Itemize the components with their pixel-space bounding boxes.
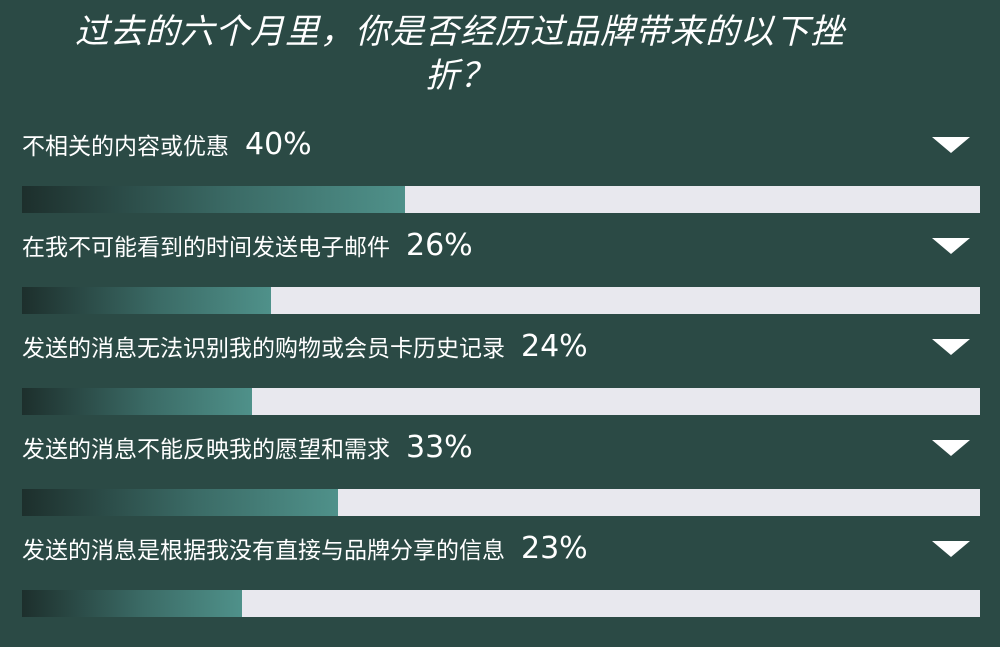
bar-list: 不相关的内容或优惠 40% 在我不可能看到的时间发送电子邮件 26% 发送的消息…	[0, 117, 1000, 622]
bar-value-label: 23%	[521, 531, 588, 566]
bar-track	[22, 186, 980, 213]
bar-row: 在我不可能看到的时间发送电子邮件 26%	[0, 218, 1000, 319]
bar-header: 发送的消息无法识别我的购物或会员卡历史记录 24%	[22, 329, 588, 369]
bar-label: 不相关的内容或优惠	[22, 134, 229, 160]
bar-fill	[22, 388, 252, 415]
bar-row: 发送的消息不能反映我的愿望和需求 33%	[0, 420, 1000, 521]
triangle-down-icon[interactable]	[932, 541, 970, 557]
bar-fill	[22, 590, 243, 617]
bar-header: 不相关的内容或优惠 40%	[22, 127, 312, 167]
bar-header: 发送的消息是根据我没有直接与品牌分享的信息 23%	[22, 531, 588, 571]
bar-fill	[22, 287, 272, 314]
bar-track	[22, 388, 980, 415]
triangle-down-icon[interactable]	[932, 339, 970, 355]
bar-row: 发送的消息是根据我没有直接与品牌分享的信息 23%	[0, 521, 1000, 622]
bar-track	[22, 489, 980, 516]
triangle-down-icon[interactable]	[932, 137, 970, 153]
bar-track	[22, 287, 980, 314]
triangle-down-icon[interactable]	[932, 238, 970, 254]
bar-value-label: 40%	[245, 127, 312, 162]
triangle-down-icon[interactable]	[932, 440, 970, 456]
bar-fill	[22, 186, 406, 213]
bar-label: 在我不可能看到的时间发送电子邮件	[22, 235, 390, 261]
bar-row: 发送的消息无法识别我的购物或会员卡历史记录 24%	[0, 319, 1000, 420]
bar-label: 发送的消息无法识别我的购物或会员卡历史记录	[22, 336, 505, 362]
bar-value-label: 24%	[521, 329, 588, 364]
bar-label: 发送的消息不能反映我的愿望和需求	[22, 437, 390, 463]
bar-header: 发送的消息不能反映我的愿望和需求 33%	[22, 430, 473, 470]
bar-value-label: 33%	[406, 430, 473, 465]
bar-track	[22, 590, 980, 617]
bar-label: 发送的消息是根据我没有直接与品牌分享的信息	[22, 538, 505, 564]
bar-row: 不相关的内容或优惠 40%	[0, 117, 1000, 218]
bar-header: 在我不可能看到的时间发送电子邮件 26%	[22, 228, 473, 268]
bar-value-label: 26%	[406, 228, 473, 263]
chart-title: 过去的六个月里，你是否经历过品牌带来的以下挫折？	[75, 12, 845, 96]
bar-fill	[22, 489, 339, 516]
